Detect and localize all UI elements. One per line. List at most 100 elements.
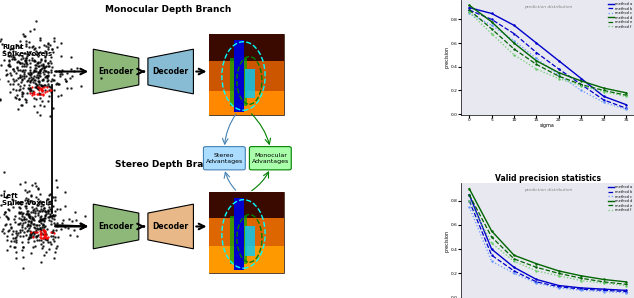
Point — [20, 34, 30, 39]
Legend: method a, method b, method c, method d, method e, method f: method a, method b, method c, method d, … — [607, 2, 632, 29]
Point — [4, 57, 15, 62]
Point — [37, 246, 47, 251]
Point — [28, 91, 38, 95]
Point — [2, 215, 12, 220]
Point — [46, 233, 56, 238]
Point — [29, 207, 39, 211]
Point — [16, 224, 27, 229]
Point — [37, 227, 48, 232]
Point — [16, 77, 27, 82]
Point — [36, 231, 46, 235]
Point — [36, 92, 46, 97]
Point — [21, 233, 31, 238]
Point — [15, 53, 25, 58]
Point — [18, 71, 29, 76]
Point — [34, 63, 44, 68]
Point — [18, 33, 29, 38]
Point — [22, 190, 32, 195]
Point — [34, 54, 44, 59]
Point — [36, 68, 46, 72]
Text: Encoder: Encoder — [98, 67, 134, 76]
Point — [36, 226, 46, 231]
Point — [31, 97, 41, 102]
Point — [25, 68, 35, 72]
Point — [20, 97, 30, 102]
Point — [0, 49, 9, 54]
Point — [33, 185, 43, 190]
Point — [28, 208, 38, 212]
Point — [50, 250, 60, 255]
Point — [41, 73, 51, 78]
Point — [25, 250, 36, 255]
Point — [0, 37, 6, 42]
Point — [61, 71, 72, 76]
Point — [39, 72, 49, 77]
Point — [36, 238, 46, 243]
Point — [46, 229, 56, 234]
Point — [21, 55, 31, 60]
Polygon shape — [148, 204, 193, 249]
Point — [36, 232, 46, 237]
Point — [8, 232, 18, 237]
Point — [30, 59, 40, 63]
Point — [25, 86, 35, 91]
Point — [27, 183, 37, 187]
Point — [29, 57, 39, 62]
Point — [40, 90, 50, 94]
Point — [37, 217, 47, 222]
Point — [27, 56, 37, 60]
Point — [36, 87, 46, 92]
Point — [23, 49, 34, 54]
Point — [37, 83, 48, 88]
Point — [17, 74, 27, 78]
Bar — [209, 192, 285, 218]
Point — [0, 209, 10, 214]
Point — [39, 233, 49, 238]
Point — [27, 58, 37, 62]
Point — [61, 79, 72, 84]
Point — [33, 60, 43, 65]
Point — [32, 83, 42, 88]
Point — [32, 72, 42, 77]
Point — [41, 44, 51, 49]
Point — [47, 216, 57, 221]
Point — [49, 239, 59, 244]
Point — [24, 58, 34, 63]
Point — [15, 80, 25, 85]
Point — [0, 77, 4, 81]
Point — [25, 232, 35, 237]
Point — [38, 76, 48, 81]
Point — [11, 230, 21, 235]
Point — [24, 189, 34, 193]
Point — [30, 85, 41, 90]
Point — [28, 44, 38, 49]
Point — [25, 91, 35, 95]
Point — [36, 236, 46, 240]
Point — [40, 237, 50, 241]
Point — [48, 212, 58, 217]
Point — [20, 204, 30, 209]
Point — [32, 211, 42, 215]
Point — [0, 231, 9, 235]
Point — [40, 229, 50, 234]
Point — [36, 242, 46, 246]
Point — [23, 219, 33, 224]
Point — [35, 71, 45, 76]
Point — [8, 52, 18, 57]
Point — [13, 231, 23, 236]
Point — [55, 74, 65, 78]
Point — [27, 233, 37, 238]
Point — [32, 85, 42, 90]
Point — [60, 190, 70, 195]
Point — [52, 207, 62, 211]
Point — [53, 81, 63, 86]
Point — [15, 211, 25, 215]
Point — [61, 79, 71, 84]
Point — [26, 193, 36, 198]
Point — [2, 238, 12, 243]
Point — [27, 93, 37, 97]
Point — [35, 92, 45, 97]
Point — [33, 84, 43, 89]
Point — [25, 86, 35, 90]
Point — [34, 80, 44, 85]
